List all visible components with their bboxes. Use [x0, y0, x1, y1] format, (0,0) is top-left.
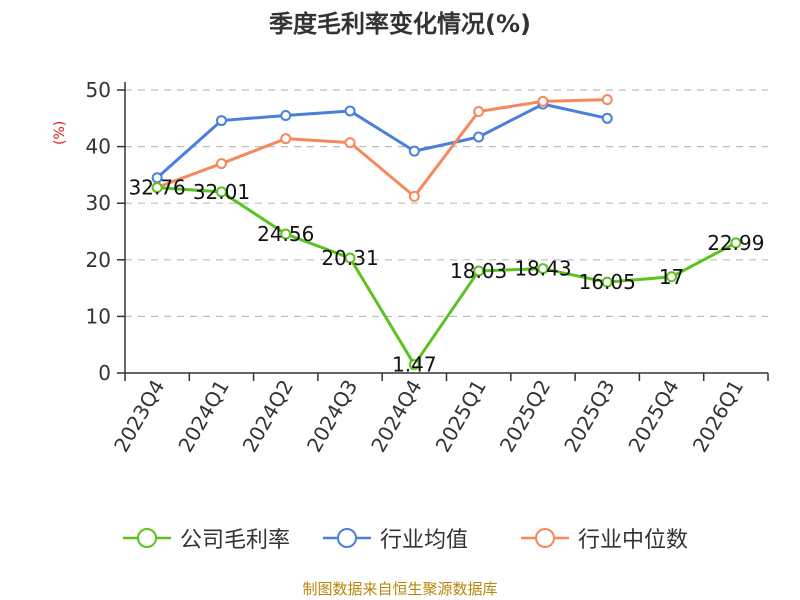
data-label: 24.56	[257, 222, 314, 246]
series-line-2	[156, 98, 608, 198]
data-point	[280, 228, 292, 240]
data-label: 16.05	[579, 270, 636, 294]
legend-label: 公司毛利率	[180, 528, 291, 553]
y-tick-label: 20	[86, 248, 111, 272]
data-point	[344, 105, 356, 117]
data-point	[730, 237, 742, 249]
x-tick-label: 2023Q4	[109, 376, 169, 457]
x-tick-label: 2026Q1	[688, 376, 748, 457]
y-tick-label: 30	[86, 191, 111, 215]
data-point	[280, 109, 292, 121]
legend: 公司毛利率 行业均值 行业中位数	[0, 518, 800, 558]
data-label: 20.31	[321, 246, 378, 270]
series-line-1	[156, 102, 608, 179]
data-point	[473, 131, 485, 143]
data-label: 18.43	[514, 257, 571, 281]
data-label: 32.01	[193, 180, 250, 204]
y-tick-label: 0	[98, 361, 111, 385]
data-point	[473, 265, 485, 277]
legend-swatch	[123, 528, 171, 548]
legend-swatch	[521, 528, 569, 548]
x-tick-label: 2024Q3	[302, 376, 362, 457]
data-point	[473, 106, 485, 118]
data-point	[601, 94, 613, 106]
data-point	[666, 271, 678, 283]
data-point	[280, 133, 292, 145]
x-tick-label: 2025Q3	[559, 376, 619, 457]
data-point	[344, 252, 356, 264]
legend-item: 行业均值	[322, 518, 468, 558]
x-tick-label: 2025Q4	[623, 376, 683, 457]
data-point	[408, 190, 420, 202]
legend-item: 公司毛利率	[122, 518, 290, 558]
legend-label: 行业均值	[380, 528, 469, 553]
data-point	[215, 158, 227, 170]
x-tick-label: 2024Q2	[238, 376, 298, 457]
data-point	[537, 263, 549, 275]
data-point	[408, 359, 420, 371]
x-tick-label: 2024Q4	[366, 376, 426, 457]
series-line-0	[157, 186, 737, 367]
data-label: 32.76	[129, 176, 186, 200]
data-label: 17	[659, 265, 684, 289]
y-tick-label: 10	[86, 304, 111, 328]
data-label: 18.03	[450, 259, 507, 283]
data-point	[151, 182, 163, 194]
data-point	[344, 137, 356, 149]
y-tick-label: 40	[86, 135, 111, 159]
y-tick-label: 50	[86, 78, 111, 102]
data-point	[215, 186, 227, 198]
x-tick-label: 2025Q1	[431, 376, 491, 457]
data-point	[215, 115, 227, 127]
source-note: 制图数据来自恒生聚源数据库	[302, 580, 498, 598]
data-label: 1.47	[392, 353, 437, 377]
legend-label: 行业中位数	[578, 528, 689, 553]
data-label: 22.99	[707, 231, 764, 255]
x-tick-label: 2025Q2	[495, 376, 555, 457]
data-point	[408, 145, 420, 157]
legend-item: 行业中位数	[520, 518, 688, 558]
legend-swatch	[323, 528, 371, 548]
data-point	[601, 276, 613, 288]
data-point	[537, 95, 549, 107]
x-tick-label: 2024Q1	[173, 376, 233, 457]
chart-title: 季度毛利率变化情况(%)	[269, 10, 531, 38]
data-point	[601, 112, 613, 124]
